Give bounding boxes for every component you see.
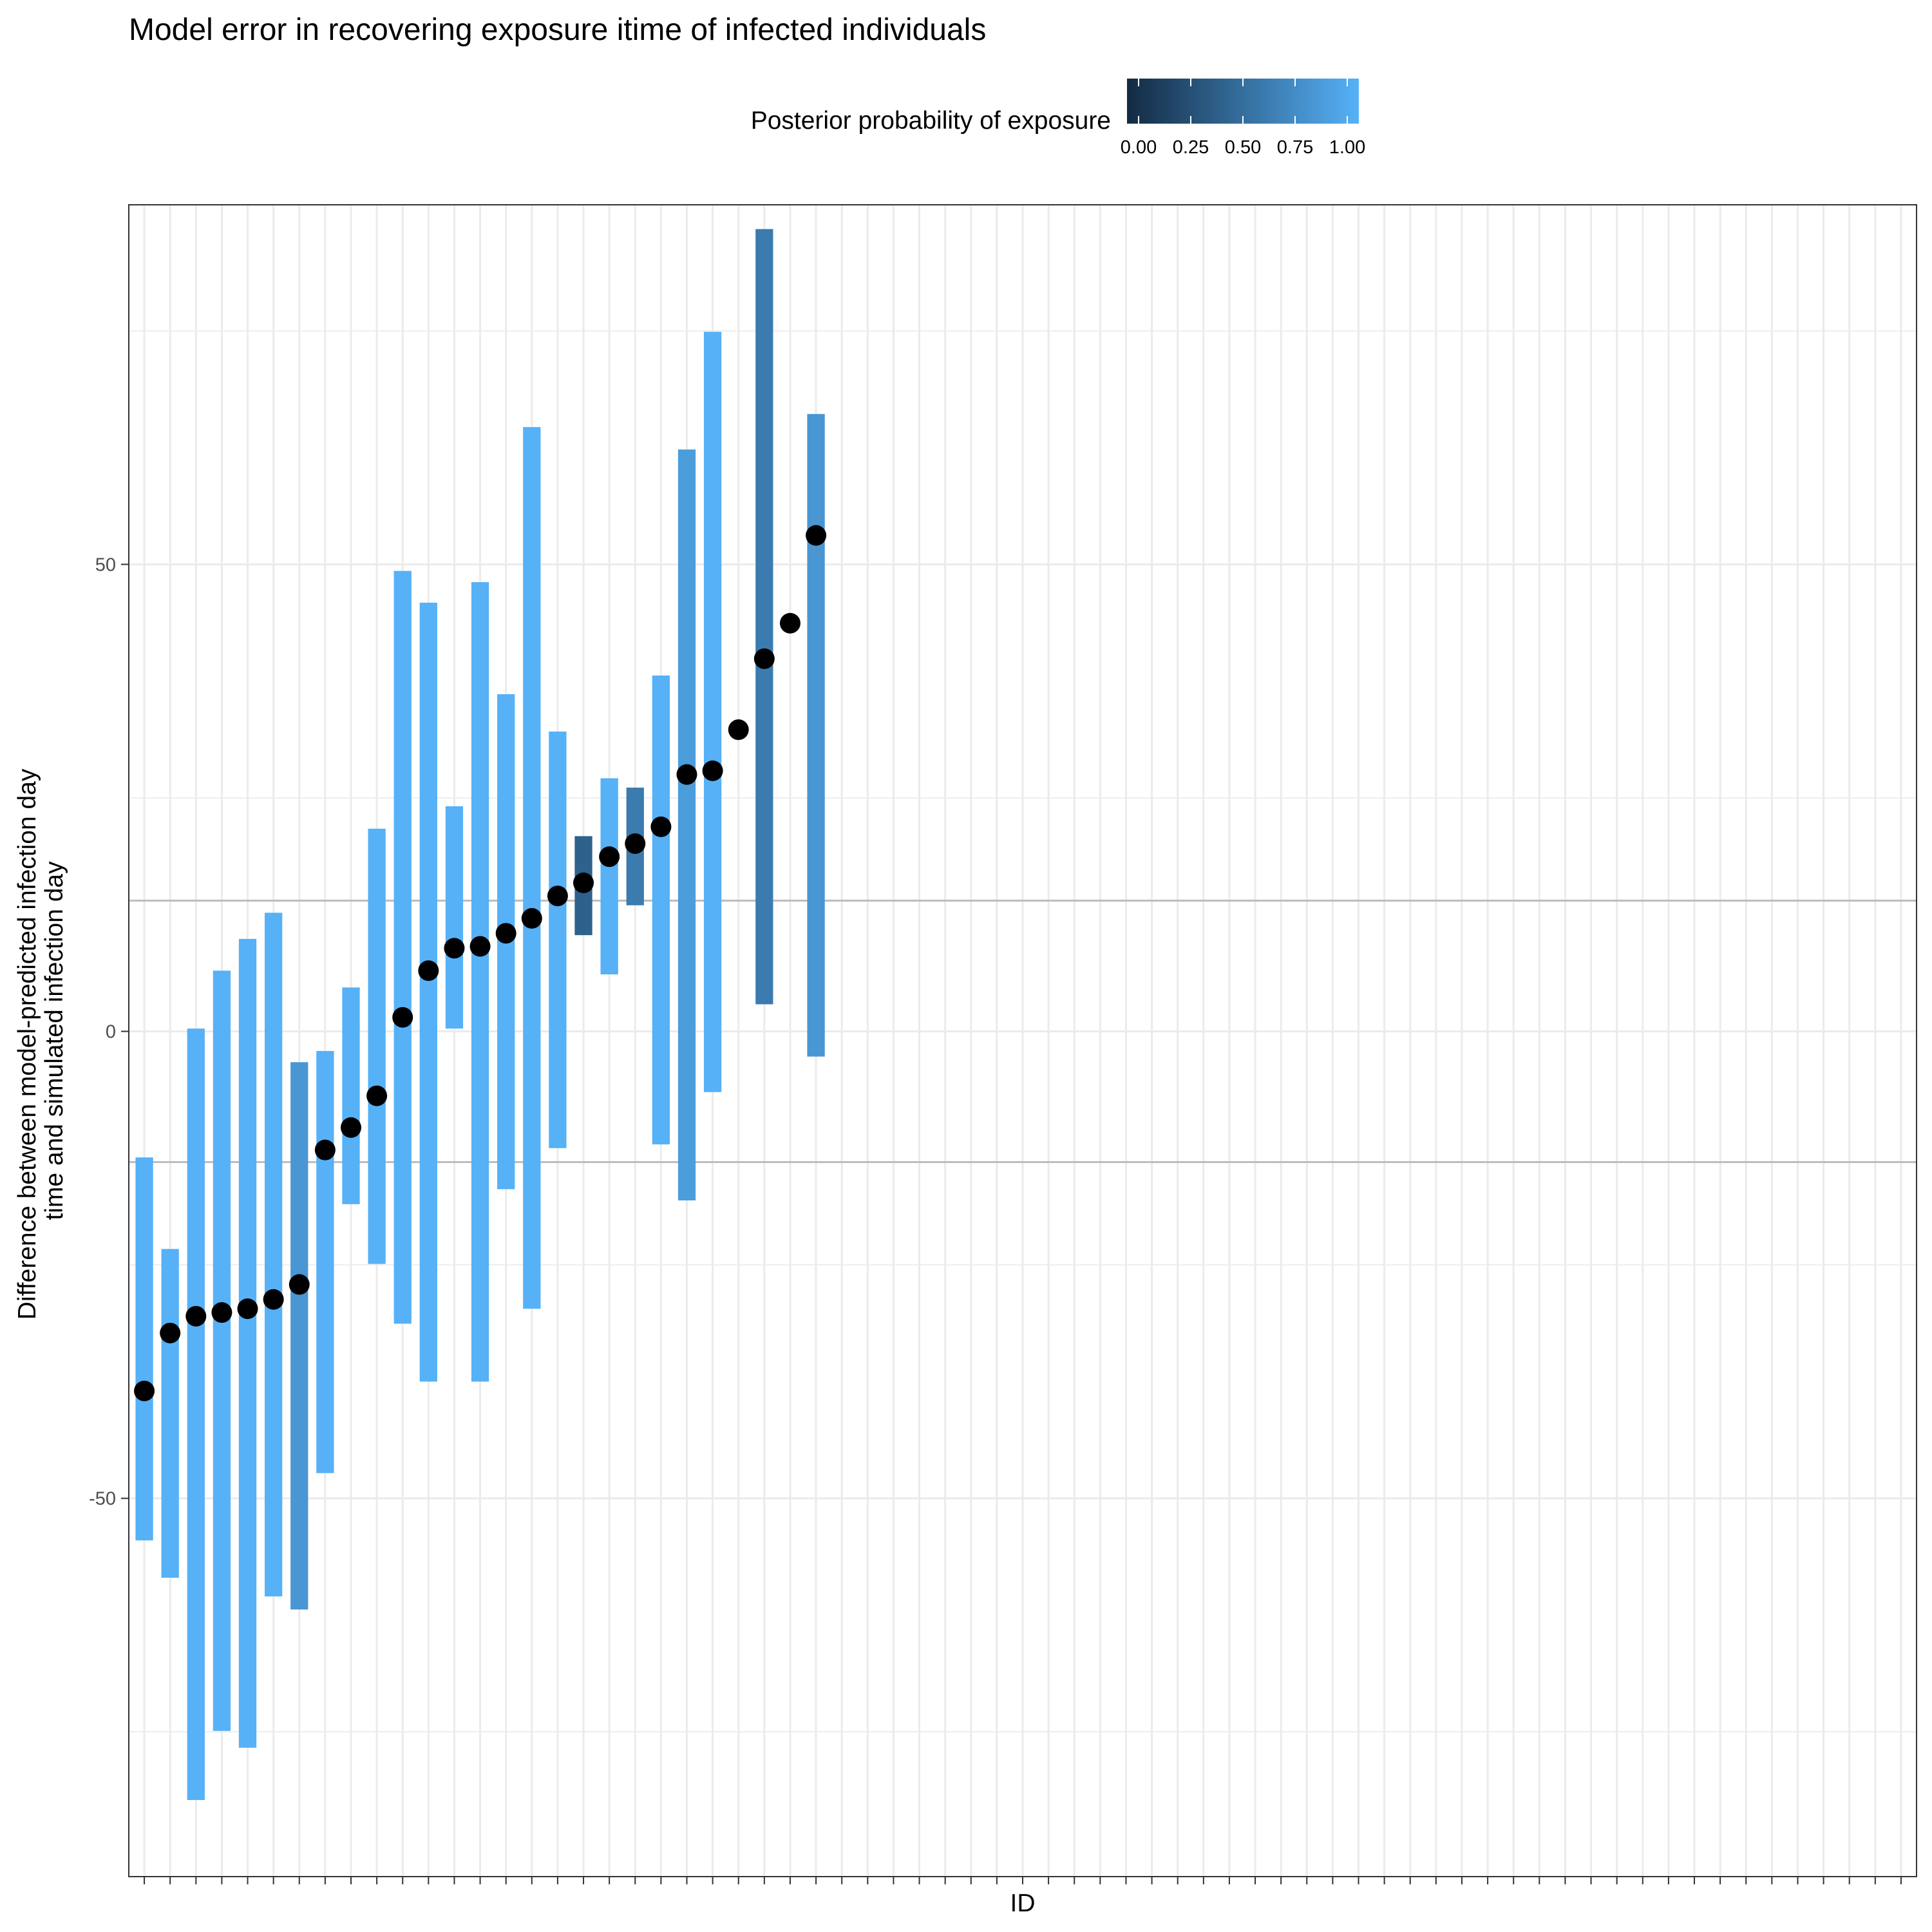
point-estimate [625, 833, 646, 854]
interval-bar [187, 1028, 205, 1801]
point-estimate [263, 1289, 284, 1310]
y-axis-title-line-1: Difference between model-predicted infec… [14, 768, 41, 1320]
interval-bar [265, 913, 283, 1596]
legend: Posterior probability of exposure 0.00 0.… [751, 79, 1365, 158]
point-estimate [185, 1305, 207, 1327]
legend-title: Posterior probability of exposure [751, 107, 1111, 135]
point-estimate [340, 1117, 361, 1138]
interval-bar [703, 332, 722, 1092]
legend-ticks: 0.00 0.25 0.50 0.75 1.00 [1121, 79, 1365, 158]
interval-bar [445, 806, 464, 1029]
interval-bar [523, 427, 541, 1309]
y-tick-label: 50 [95, 554, 116, 575]
point-estimate [753, 648, 775, 669]
x-axis-title: ID [1010, 1889, 1036, 1917]
point-estimate [779, 612, 800, 634]
point-estimate [392, 1007, 413, 1028]
point-estimate [418, 960, 439, 981]
interval-bars [135, 229, 825, 1801]
plot-area [128, 204, 1917, 1877]
interval-bar [238, 938, 257, 1748]
interval-bar [471, 582, 489, 1382]
y-tick-label: 0 [106, 1021, 116, 1042]
y-axis-title: Difference between model-predicted infec… [14, 762, 68, 1320]
point-estimate [444, 938, 465, 959]
interval-bar [549, 731, 567, 1148]
interval-bar [135, 1157, 153, 1540]
y-axis-title-line-2: time and simulated infection day [41, 861, 68, 1220]
point-estimate [573, 872, 594, 893]
interval-bar [161, 1249, 179, 1578]
point-estimate [160, 1322, 181, 1343]
chart-title: Model error in recovering exposure itime… [129, 13, 986, 47]
interval-bar [755, 229, 773, 1005]
legend-tick-label: 0.25 [1173, 137, 1209, 158]
point-estimate [237, 1298, 258, 1320]
point-estimate [495, 923, 516, 944]
interval-bar [393, 571, 412, 1324]
point-estimate [469, 936, 491, 957]
legend-tick-label: 0.75 [1277, 137, 1313, 158]
point-estimate [314, 1139, 336, 1160]
point-estimate [289, 1274, 310, 1295]
point-estimate [650, 816, 672, 837]
interval-bar [419, 602, 437, 1382]
interval-bar [368, 828, 386, 1264]
point-estimate [676, 764, 697, 785]
legend-tick-label: 0.50 [1225, 137, 1261, 158]
point-estimate [702, 760, 723, 781]
interval-bar [677, 449, 696, 1200]
legend-tick-label: 0.00 [1121, 137, 1157, 158]
legend-tick-label: 1.00 [1329, 137, 1365, 158]
interval-bar [290, 1062, 308, 1610]
interval-bar [807, 413, 825, 1057]
point-estimate [211, 1302, 232, 1323]
point-estimate [366, 1085, 388, 1106]
interval-bar [213, 971, 231, 1731]
point-estimate [547, 886, 568, 907]
interval-bar [652, 675, 670, 1144]
point-estimate [806, 525, 827, 546]
interval-bar [316, 1050, 334, 1473]
point-estimate [728, 719, 749, 741]
point-estimate [134, 1380, 155, 1401]
x-axis-ticks [144, 1877, 1902, 1884]
point-estimate [521, 908, 542, 929]
y-axis-ticks: -50 0 50 [89, 554, 129, 1510]
y-tick-label: -50 [89, 1489, 116, 1510]
point-estimate [599, 846, 620, 867]
interval-bar [342, 987, 360, 1204]
interval-bar [600, 778, 618, 975]
point-estimates [134, 525, 827, 1401]
